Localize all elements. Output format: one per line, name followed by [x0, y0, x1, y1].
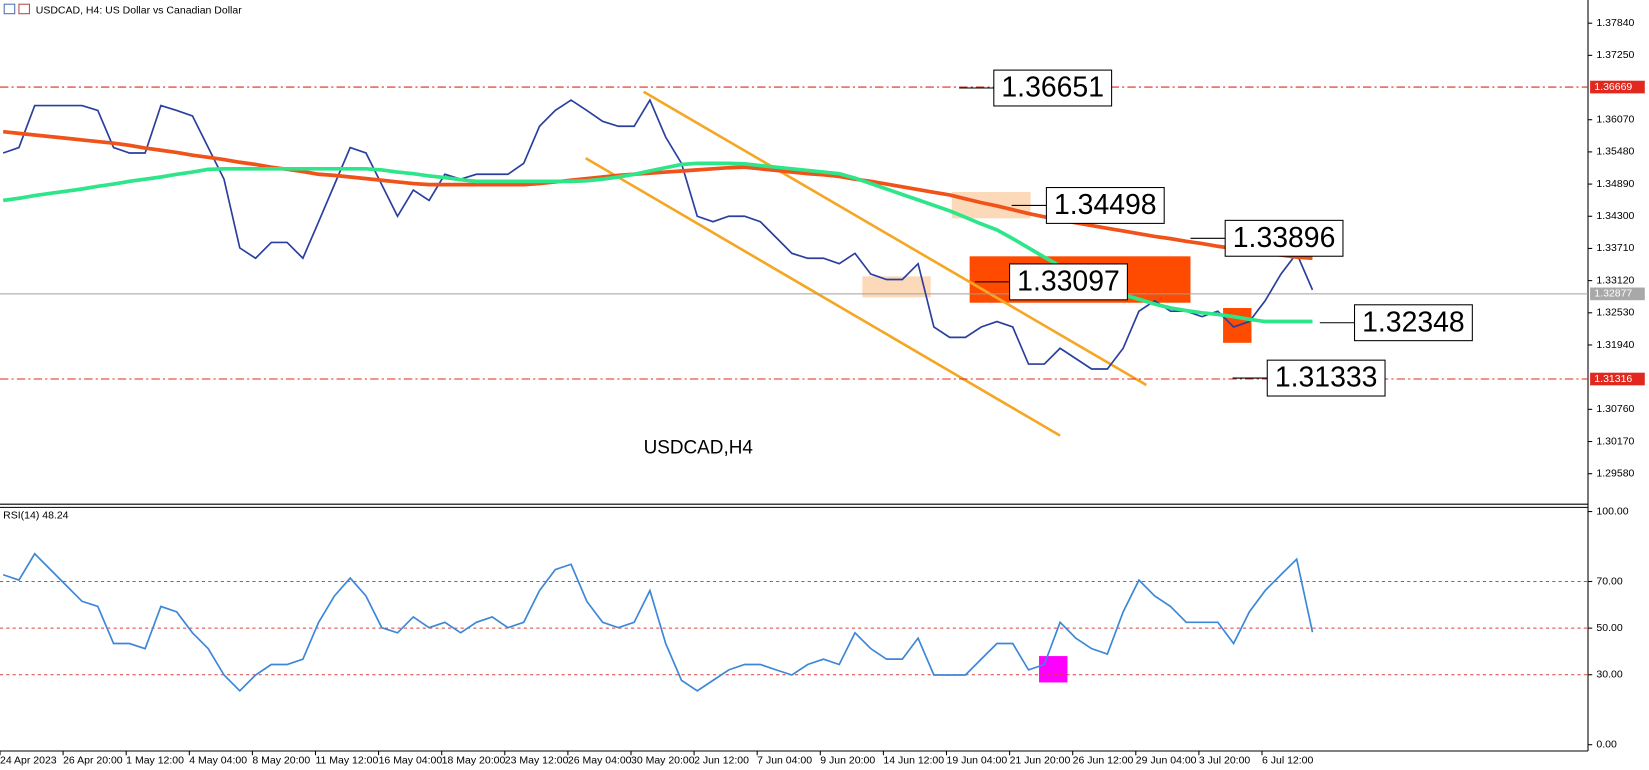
x-tick-label: 16 May 04:00 — [379, 754, 443, 766]
annotation-box — [1266, 359, 1386, 397]
x-tick-label: 26 Apr 20:00 — [63, 754, 123, 766]
series-line — [2, 129, 1313, 261]
x-tick-label: 9 Jun 20:00 — [820, 754, 875, 766]
annotation-box — [993, 69, 1113, 107]
channel-line — [642, 90, 1147, 387]
x-tick-label: 14 Jun 12:00 — [883, 754, 944, 766]
y-tick-label: 1.31940 — [1596, 339, 1634, 351]
x-tick-label: 19 Jun 04:00 — [946, 754, 1007, 766]
series-line — [2, 552, 1314, 693]
annotation-box — [1009, 263, 1128, 301]
y-tick-label: 1.30760 — [1596, 403, 1634, 415]
symbol-label: USDCAD,H4 — [644, 437, 753, 458]
annotation-box — [1354, 304, 1473, 342]
rsi-title: RSI(14) 48.24 — [3, 510, 69, 522]
y-tick-label: 1.36070 — [1596, 113, 1634, 125]
annotation-box — [1224, 219, 1344, 257]
x-tick-label: 23 May 12:00 — [505, 754, 569, 766]
x-tick-label: 11 May 12:00 — [315, 754, 378, 766]
x-tick-label: 8 May 20:00 — [252, 754, 310, 766]
annotation-label: 1.31333 — [1275, 362, 1378, 394]
x-tick-label: 18 May 20:00 — [442, 754, 506, 766]
y-tick-label: 1.32530 — [1596, 307, 1634, 319]
series-line — [2, 98, 1314, 370]
annotation-label: 1.33896 — [1233, 222, 1336, 254]
x-tick-label: 21 Jun 20:00 — [1010, 754, 1071, 766]
level-label: 1.36669 — [1594, 81, 1632, 93]
x-tick-label: 29 Jun 04:00 — [1136, 754, 1197, 766]
y-tick-label: 1.34300 — [1596, 210, 1634, 222]
y-tick-label: 0.00 — [1596, 738, 1617, 750]
annotation-label: 1.36651 — [1001, 72, 1104, 104]
x-tick-label: 2 Jun 12:00 — [694, 754, 749, 766]
x-tick-label: 7 Jun 04:00 — [757, 754, 812, 766]
channel-line — [585, 157, 1061, 437]
icon — [3, 3, 16, 15]
x-tick-label: 24 Apr 2023 — [0, 754, 57, 766]
y-tick-label: 1.33120 — [1596, 274, 1634, 286]
x-tick-label: 4 May 04:00 — [189, 754, 247, 766]
x-tick-label: 3 Jul 20:00 — [1199, 754, 1251, 766]
x-tick-label: 26 Jun 12:00 — [1073, 754, 1134, 766]
current-price-label: 1.32877 — [1594, 288, 1632, 300]
y-tick-label: 30.00 — [1596, 669, 1622, 681]
level-box — [1590, 372, 1645, 386]
y-tick-label: 100.00 — [1596, 505, 1628, 517]
annotation-box — [1045, 187, 1165, 224]
marker — [1039, 656, 1068, 683]
level-box — [1590, 80, 1645, 94]
chart-title: USDCAD, H4: US Dollar vs Canadian Dollar — [36, 4, 242, 16]
annotation-label: 1.33097 — [1017, 265, 1120, 297]
y-tick-label: 1.29580 — [1596, 467, 1634, 479]
level-label: 1.31316 — [1594, 373, 1632, 385]
annotation-label: 1.34498 — [1054, 189, 1157, 221]
x-tick-label: 30 May 20:00 — [631, 754, 695, 766]
y-tick-label: 1.34890 — [1596, 178, 1634, 190]
annotation-label: 1.32348 — [1362, 306, 1465, 338]
y-tick-label: 1.35480 — [1596, 146, 1634, 158]
zone — [862, 276, 931, 298]
y-tick-label: 1.37840 — [1596, 17, 1634, 29]
y-tick-label: 70.00 — [1596, 575, 1622, 587]
y-tick-label: 1.30170 — [1596, 435, 1634, 447]
y-tick-label: 1.33710 — [1596, 242, 1634, 254]
y-tick-label: 50.00 — [1596, 622, 1622, 634]
icon — [18, 3, 30, 15]
y-tick-label: 1.37250 — [1596, 49, 1634, 61]
x-tick-label: 6 Jul 12:00 — [1262, 754, 1314, 766]
x-tick-label: 1 May 12:00 — [126, 754, 184, 766]
current-price-box — [1590, 287, 1645, 301]
x-tick-label: 26 May 04:00 — [568, 754, 632, 766]
